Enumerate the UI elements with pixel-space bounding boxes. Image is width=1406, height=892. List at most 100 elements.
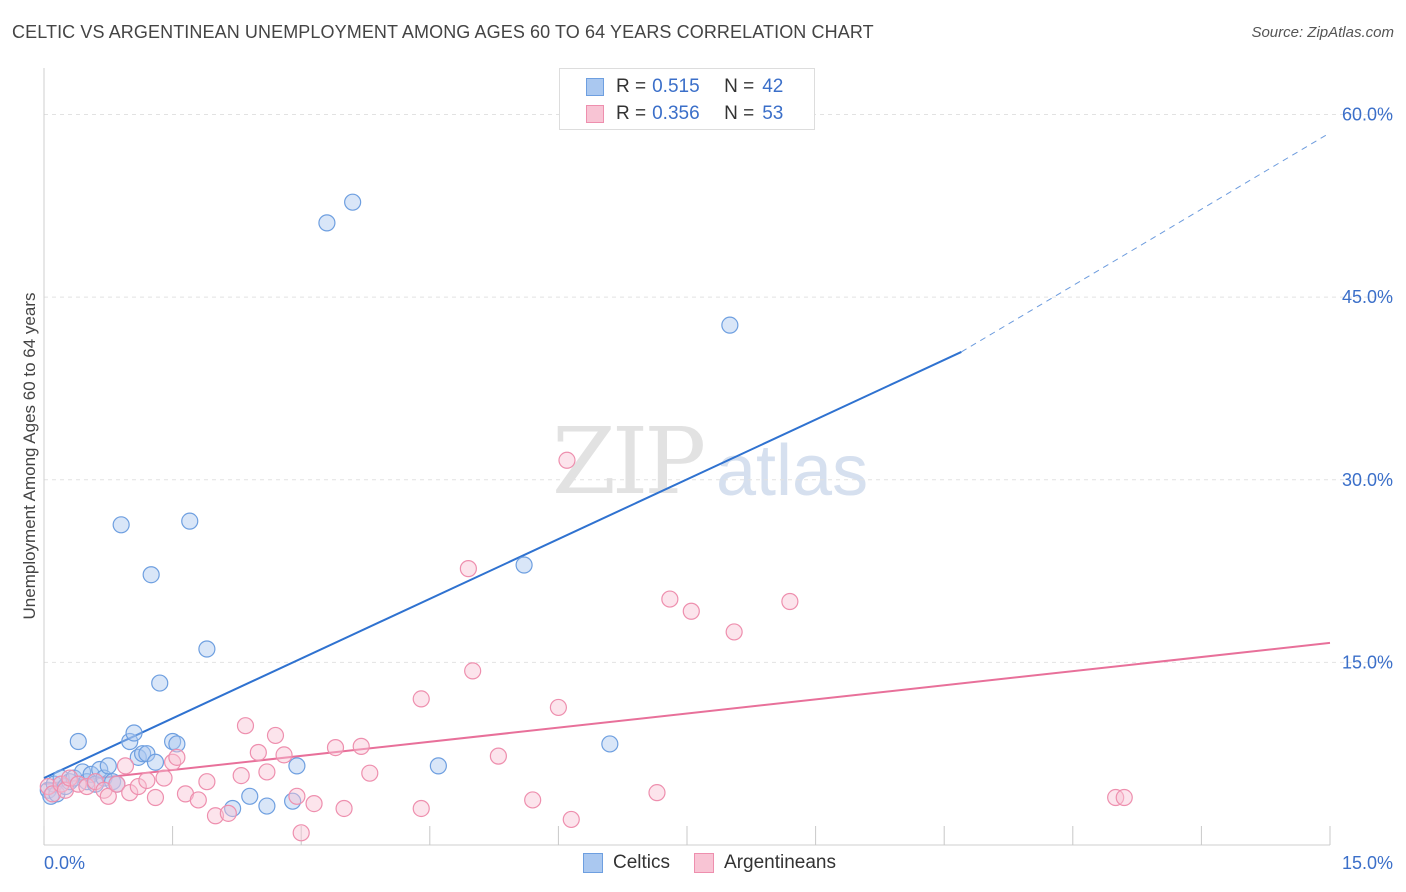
point-argentineans: [198, 773, 216, 791]
point-argentineans: [562, 810, 580, 829]
point-celtics: [133, 745, 152, 763]
point-argentineans: [108, 775, 126, 793]
point-argentineans: [412, 799, 430, 818]
point-argentineans: [549, 698, 568, 717]
point-argentineans: [266, 726, 285, 745]
point-argentineans: [335, 799, 353, 818]
point-argentineans: [155, 769, 173, 787]
legend-swatch-argentineans: [694, 853, 715, 873]
legend-row-celtics: R = 0.515 N = 42: [586, 74, 783, 100]
watermark-atlas: atlas: [716, 431, 869, 511]
point-argentineans: [121, 784, 139, 802]
point-celtics: [69, 732, 87, 751]
point-celtics: [288, 757, 306, 775]
legend-label-argentineans: Argentineans: [724, 852, 836, 873]
point-argentineans: [305, 795, 323, 813]
trend-lines: [43, 132, 1331, 786]
r-value: 0.515: [652, 76, 700, 97]
point-celtics: [198, 640, 216, 658]
point-celtics: [168, 735, 186, 753]
axes: [43, 68, 1331, 846]
correlation-legend: R = 0.515 N = 42 R = 0.356 N = 53: [559, 68, 815, 130]
n-label: N =: [724, 103, 755, 124]
point-celtics: [318, 214, 336, 232]
point-argentineans: [189, 791, 207, 809]
point-celtics: [146, 753, 165, 771]
point-celtics: [515, 556, 533, 574]
point-argentineans: [648, 784, 666, 802]
point-argentineans: [168, 748, 186, 766]
point-argentineans: [138, 771, 156, 790]
point-celtics: [48, 785, 66, 803]
point-celtics: [112, 516, 130, 534]
trend-line-argentineans: [43, 641, 1331, 786]
legend-swatch-argentineans: [586, 105, 604, 123]
y-tick-label: 60.0%: [1342, 105, 1393, 125]
point-argentineans: [129, 777, 147, 796]
point-celtics: [344, 193, 362, 211]
data-points: [39, 193, 1133, 842]
point-argentineans: [489, 747, 507, 765]
legend-label-celtics: Celtics: [613, 852, 671, 873]
n-value: 42: [762, 76, 784, 97]
legend-item-argentineans[interactable]: Argentineans: [694, 852, 836, 874]
grid-lines: [44, 114, 1392, 663]
point-argentineans: [116, 757, 135, 775]
x-tick-label: 0.0%: [44, 853, 85, 873]
point-celtics: [429, 757, 447, 775]
x-tick-label: 15.0%: [1342, 853, 1393, 873]
r-label: R =: [616, 76, 647, 97]
point-celtics: [721, 316, 739, 334]
y-tick-label: 30.0%: [1342, 470, 1393, 490]
point-argentineans: [661, 590, 679, 608]
point-argentineans: [412, 690, 430, 708]
point-argentineans: [464, 662, 482, 680]
point-argentineans: [249, 743, 267, 762]
point-celtics: [125, 724, 143, 742]
point-celtics: [241, 787, 259, 805]
watermark-zip: ZIP: [552, 408, 706, 515]
point-argentineans: [232, 767, 250, 785]
point-celtics: [258, 797, 276, 815]
point-argentineans: [781, 592, 799, 611]
point-celtics: [151, 674, 169, 692]
point-argentineans: [725, 623, 743, 641]
y-tick-label: 15.0%: [1342, 652, 1393, 672]
legend-swatch-celtics: [583, 853, 603, 873]
point-argentineans: [78, 777, 96, 796]
chart-title: CELTIC VS ARGENTINEAN UNEMPLOYMENT AMONG…: [12, 22, 874, 42]
point-argentineans: [326, 739, 345, 757]
n-label: N =: [724, 76, 755, 97]
point-argentineans: [99, 787, 117, 805]
point-argentineans: [206, 807, 225, 825]
r-label: R =: [616, 103, 647, 124]
tick-labels: 15.0% 30.0% 45.0% 60.0% 0.0% 15.0%: [44, 105, 1393, 873]
source-label: Source: ZipAtlas.com: [1251, 24, 1394, 41]
point-argentineans: [292, 824, 310, 842]
point-celtics: [121, 732, 139, 751]
point-argentineans: [288, 787, 306, 805]
point-argentineans: [459, 560, 477, 578]
point-argentineans: [361, 764, 379, 782]
y-tick-label: 45.0%: [1342, 287, 1393, 307]
series-legend: Celtics Argentineans: [583, 852, 860, 874]
point-argentineans: [146, 788, 165, 807]
point-argentineans: [682, 602, 700, 620]
point-argentineans: [61, 769, 79, 787]
r-value: 0.356: [652, 103, 700, 124]
point-celtics: [601, 735, 619, 753]
point-celtics: [99, 757, 117, 775]
point-argentineans: [352, 737, 370, 755]
point-celtics: [181, 512, 199, 530]
n-value: 53: [762, 103, 784, 124]
legend-swatch-celtics: [586, 78, 604, 96]
point-argentineans: [558, 451, 576, 469]
point-argentineans: [1115, 788, 1133, 807]
point-argentineans: [524, 791, 542, 809]
point-celtics: [142, 566, 160, 584]
legend-item-celtics[interactable]: Celtics: [583, 852, 670, 874]
legend-row-argentineans: R = 0.356 N = 53: [586, 101, 783, 127]
trend-line-celtics-extension: [961, 132, 1331, 353]
trend-line-celtics: [43, 351, 962, 779]
